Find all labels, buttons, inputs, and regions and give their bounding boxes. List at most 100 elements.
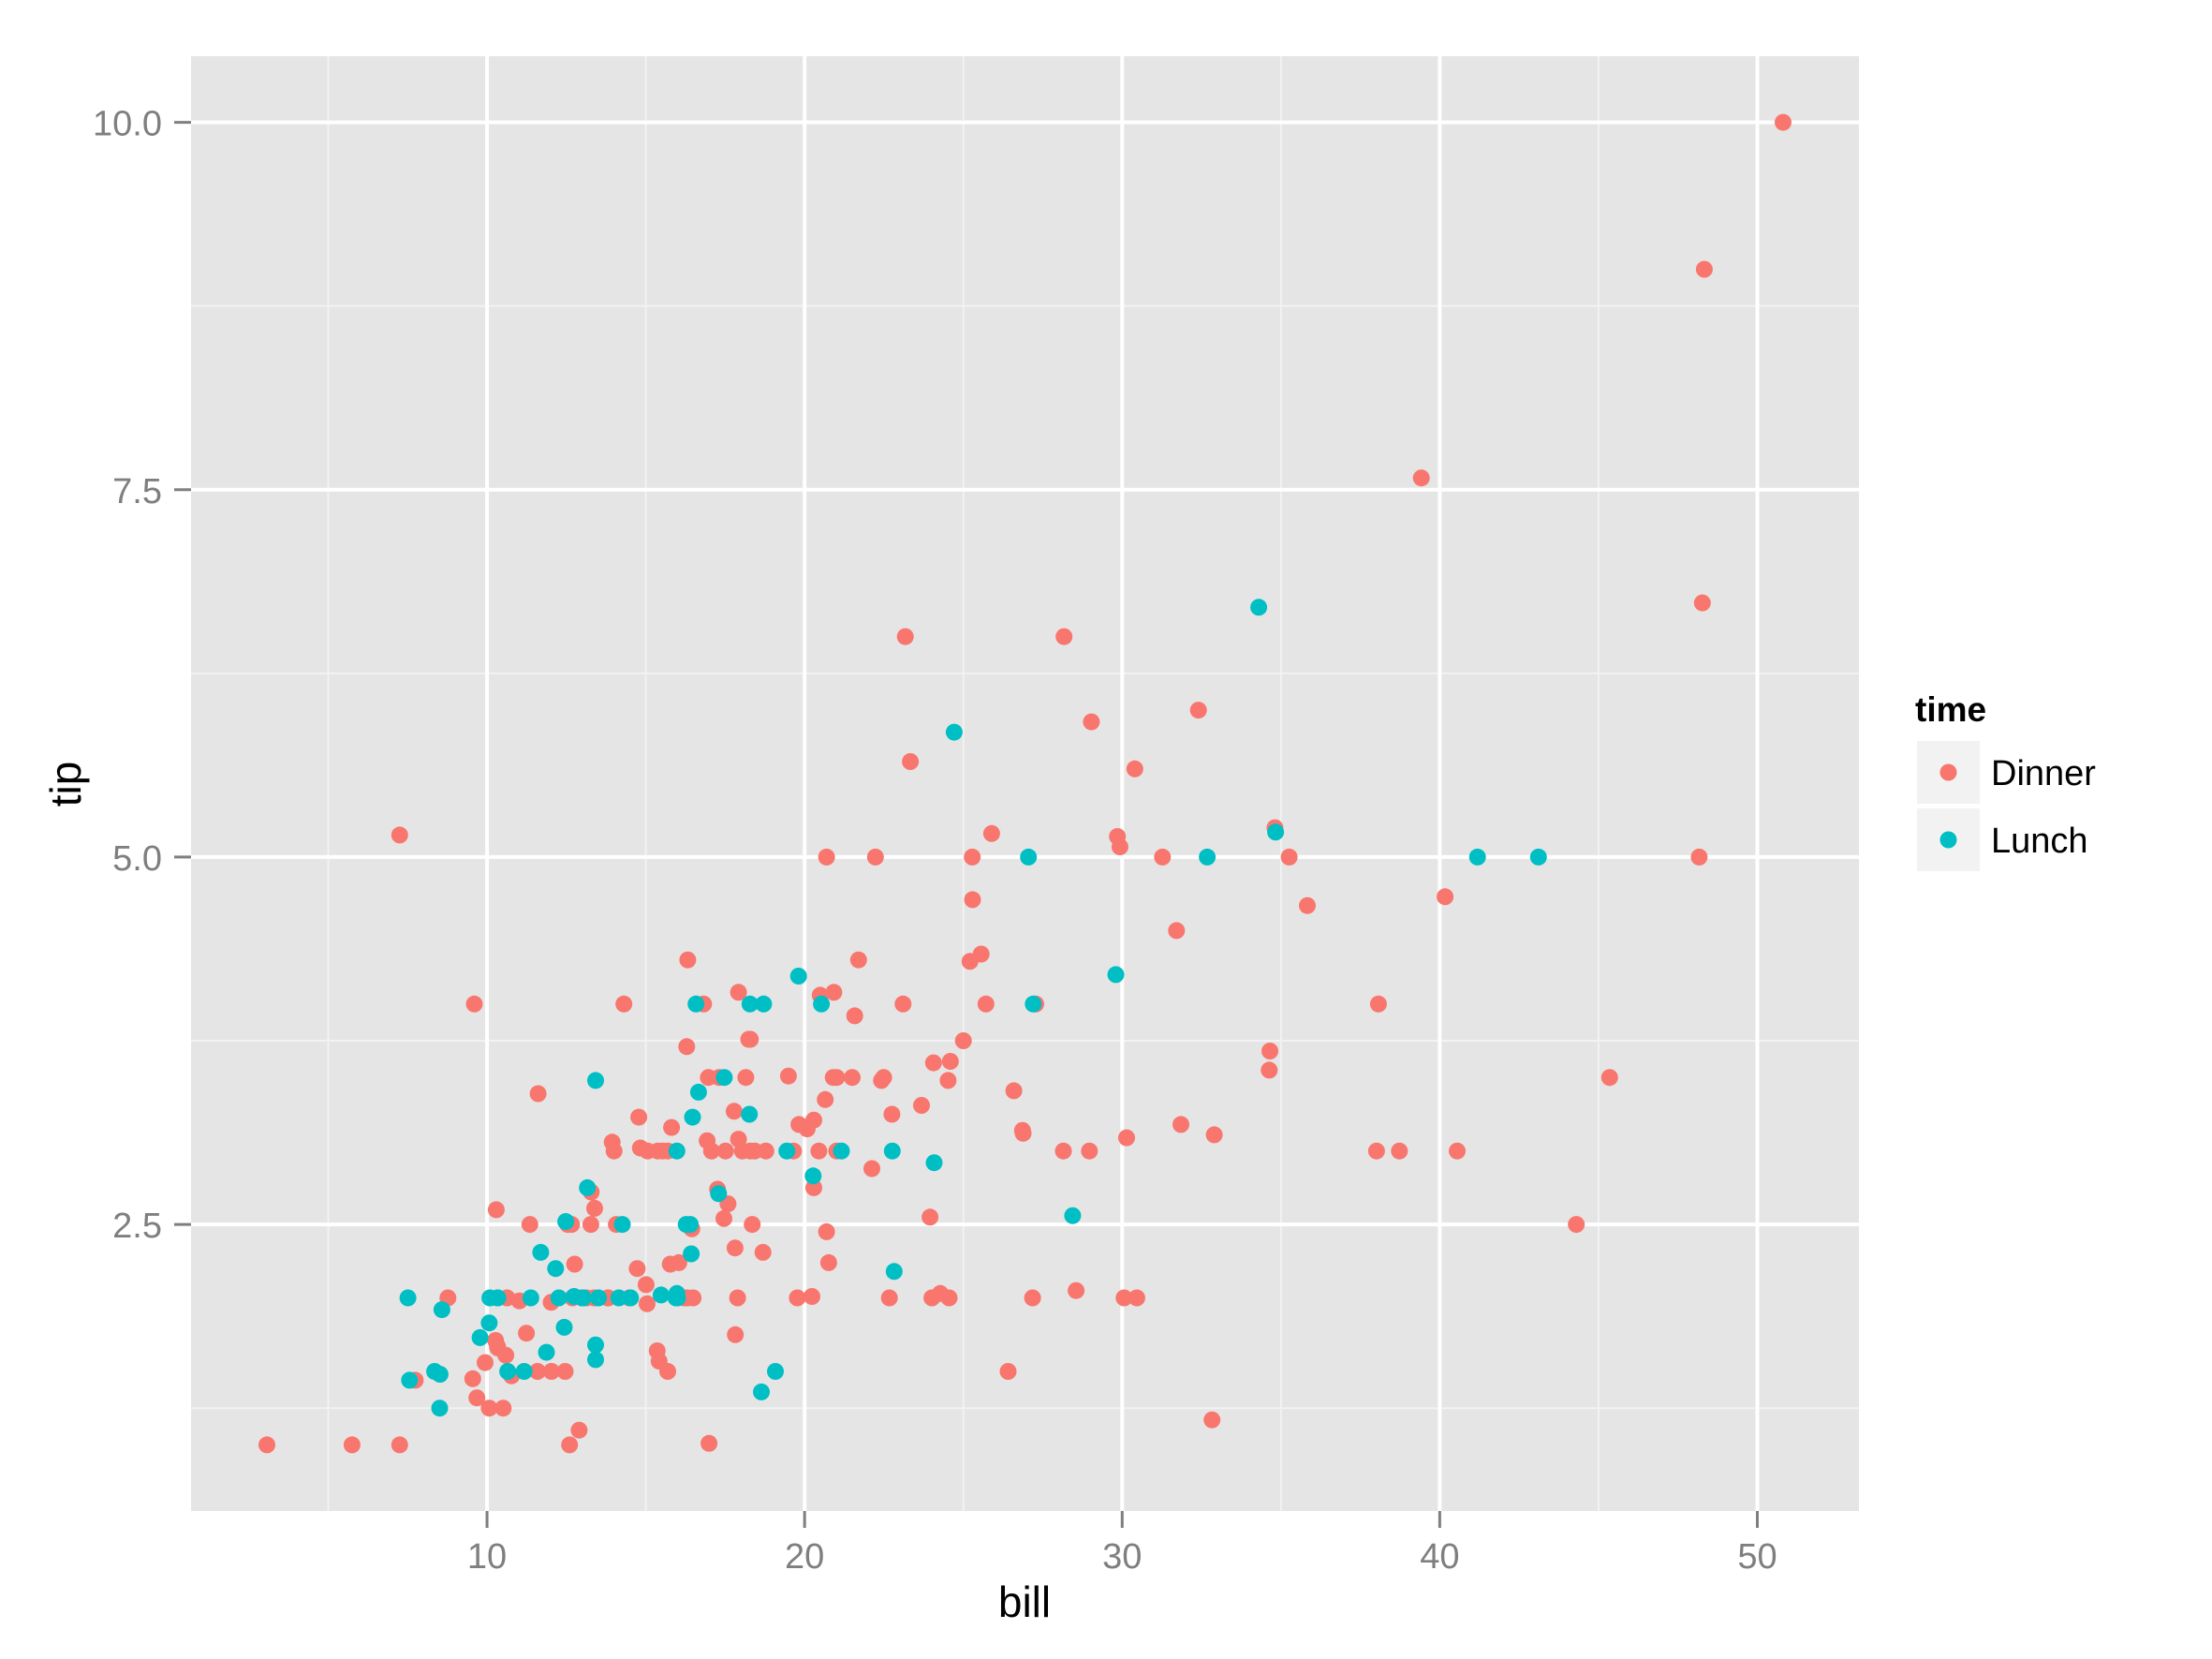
data-point [824,1069,842,1087]
data-point [1068,1281,1085,1299]
legend-item-lunch: Lunch [1917,808,2088,871]
data-point [1695,260,1713,278]
data-point [730,984,747,1001]
x-tick-label: 40 [1420,1537,1459,1577]
data-point [1005,1082,1023,1100]
data-point [741,995,759,1013]
data-point [1083,713,1100,731]
plot-panel [191,56,1859,1511]
data-point [789,1289,806,1307]
data-point [1115,1289,1133,1307]
x-axis-title: bill [998,1578,1051,1626]
legend: time Dinner Lunch [1915,690,2096,871]
data-point [757,1142,774,1160]
data-point [566,1255,583,1273]
data-point [813,995,831,1013]
data-point [1024,1289,1041,1307]
data-point [610,1289,627,1307]
major-gridlines [191,56,1859,1511]
data-point [961,953,979,970]
data-point [1391,1142,1408,1160]
data-point [1412,469,1430,487]
x-axis: 10 20 30 40 50 [467,1511,1777,1577]
data-point [1568,1216,1585,1234]
data-point [726,1239,744,1257]
data-point [702,1142,720,1160]
data-point [885,1263,903,1281]
data-point [497,1346,515,1364]
data-point [401,1371,419,1389]
data-point [873,1072,891,1089]
data-point [615,995,633,1013]
data-point [683,1245,700,1263]
data-point [880,1289,898,1307]
data-point [977,995,995,1013]
data-point [663,1118,681,1136]
data-point [954,1032,972,1049]
data-point [668,1142,686,1160]
data-point [1449,1142,1466,1160]
data-point [729,1289,746,1307]
data-point [343,1436,361,1454]
data-point [433,1301,450,1319]
data-point [1054,1142,1072,1160]
data-point [863,1160,880,1178]
data-point [579,1178,597,1196]
data-point [1775,113,1792,131]
lunch-swatch-icon [1939,831,1957,849]
data-point [550,1289,568,1307]
x-tick-label: 20 [785,1537,824,1577]
data-point [818,848,835,866]
data-point [754,1243,772,1261]
y-axis: 2.5 5.0 7.5 10.0 [93,105,191,1246]
data-point [999,1363,1017,1380]
data-point [715,1069,733,1087]
data-point [586,1199,603,1217]
data-point [677,1216,695,1234]
data-point [605,1142,623,1160]
y-tick-label: 5.0 [112,839,162,879]
data-point [515,1363,533,1380]
data-point [471,1328,489,1346]
data-point [700,1434,718,1452]
x-tick-label: 30 [1102,1537,1142,1577]
data-point [547,1260,565,1278]
data-point [622,1289,640,1307]
data-point [778,1142,796,1160]
dinner-swatch-icon [1939,763,1957,781]
data-point [737,1069,755,1087]
data-point [883,1105,901,1123]
data-point [710,1185,728,1203]
data-point [684,1108,701,1126]
data-point [923,1289,941,1307]
data-point [480,1314,498,1332]
data-point [753,1383,770,1400]
legend-label-dinner: Dinner [1991,754,2096,793]
data-point [725,1103,743,1120]
data-point [924,1054,942,1072]
data-point [964,891,981,909]
data-point [532,1243,550,1261]
data-point [846,1007,863,1025]
data-point [628,1260,646,1278]
data-point [810,1142,828,1160]
data-point [1299,896,1316,914]
data-point [1189,702,1207,719]
y-tick-label: 7.5 [112,472,162,511]
data-point [1025,995,1042,1013]
data-point [894,995,912,1013]
data-point [399,1289,417,1307]
data-point [630,1108,648,1126]
data-point [637,1276,655,1294]
data-point [849,951,867,969]
data-point [804,1288,820,1305]
data-point [1367,1142,1385,1160]
data-point [1109,828,1127,845]
y-tick-label: 10.0 [93,105,162,144]
data-point [1064,1207,1082,1224]
data-point [465,995,483,1013]
legend-item-dinner: Dinner [1917,741,2096,804]
x-tick-label: 10 [467,1537,507,1577]
data-point [817,1090,834,1108]
